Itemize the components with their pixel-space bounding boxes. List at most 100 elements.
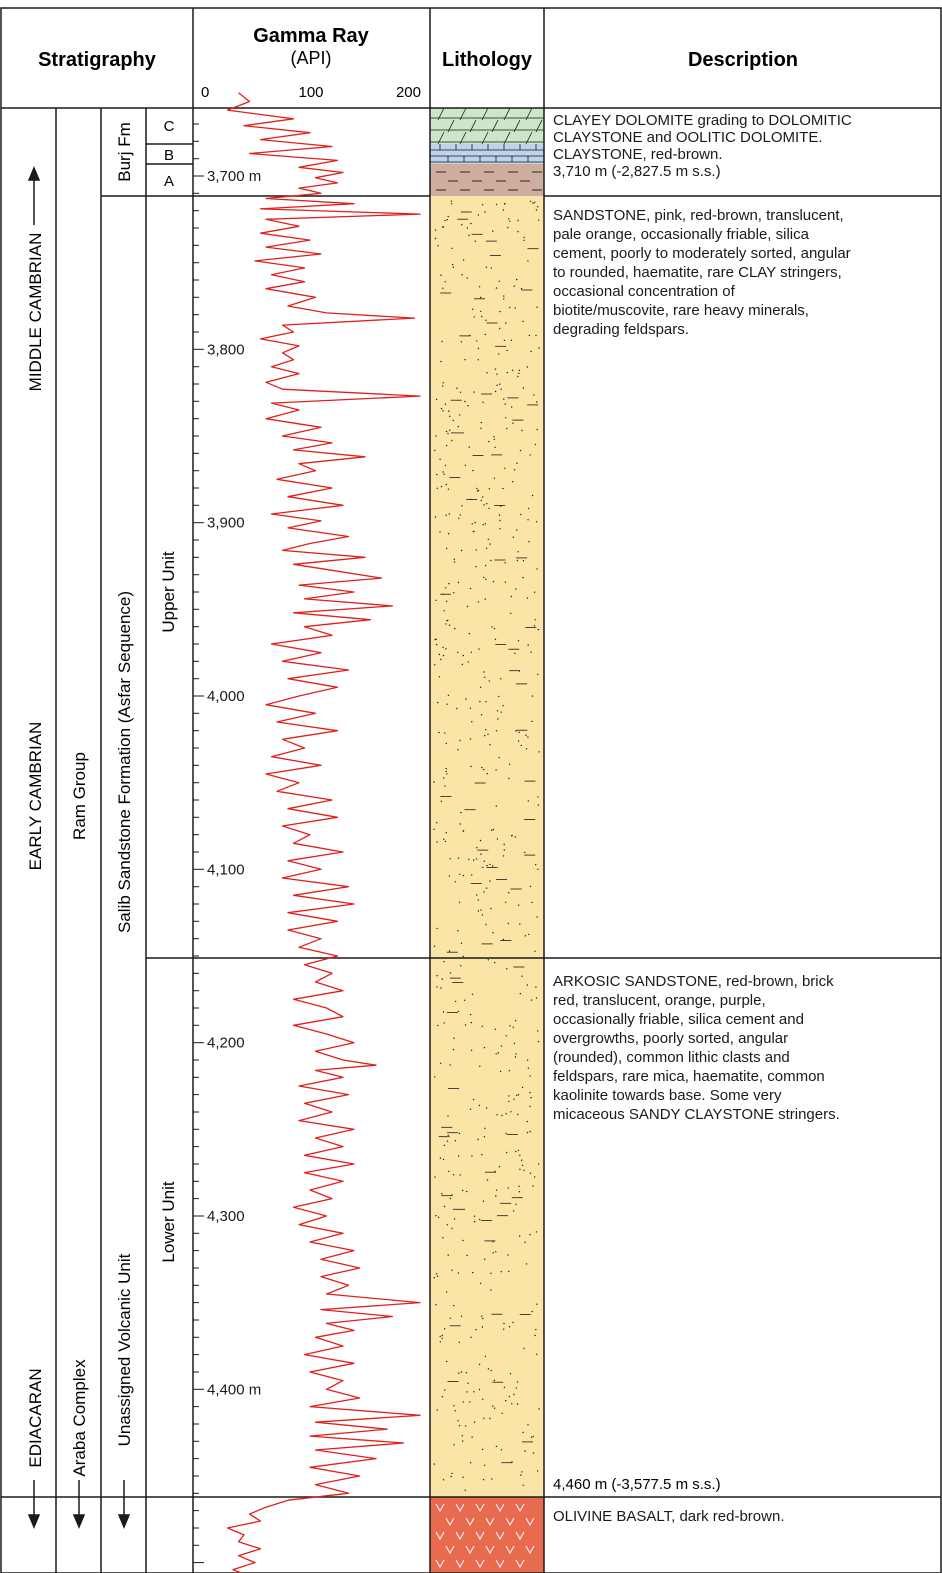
sand-grain [478, 1388, 481, 1391]
depth-label: 4,300 [207, 1208, 245, 1225]
sand-grain [482, 496, 484, 498]
depth-label-bg [205, 339, 246, 357]
sand-grain [534, 1334, 536, 1337]
sand-grain [502, 487, 504, 490]
sand-grain [466, 605, 469, 608]
sand-grain [457, 651, 459, 654]
basalt-pattern [435, 1503, 535, 1569]
sand-grain [496, 384, 498, 386]
sand-grain [481, 1326, 484, 1328]
sand-grain [518, 369, 521, 371]
sand-grain [462, 432, 464, 434]
sand-grain [496, 710, 499, 712]
sand-grain [519, 449, 522, 452]
sand-grain [503, 1322, 505, 1325]
sand-grain [509, 1025, 511, 1027]
sand-grain [445, 514, 447, 516]
sand-grain [519, 1154, 521, 1157]
sand-grain [448, 624, 451, 626]
depth-label: 3,800 [207, 341, 245, 358]
gamma-tick-200: 200 [396, 84, 421, 101]
sand-grain [500, 388, 502, 390]
sand-grain [472, 1098, 475, 1101]
sand-grain [450, 200, 453, 202]
sand-grain [458, 1372, 460, 1374]
sand-grain [535, 521, 538, 523]
sand-grain [495, 1251, 497, 1253]
sand-grain [479, 700, 481, 703]
sand-grain [476, 487, 478, 490]
sand-grain [433, 1277, 435, 1279]
sand-grain [486, 1179, 489, 1181]
lower-description-line: (rounded), common lithic clasts and [553, 1049, 790, 1066]
sand-grain [441, 1337, 443, 1340]
dolomite-slant [491, 119, 499, 133]
sand-grain [441, 1396, 444, 1398]
sand-grain [507, 226, 509, 229]
sand-grain [504, 467, 506, 469]
sand-grain [536, 428, 538, 431]
sand-grain [442, 410, 444, 412]
sand-grain [537, 628, 540, 631]
sand-grain [490, 907, 492, 910]
sand-grain [435, 638, 437, 640]
sand-grain [451, 247, 453, 249]
sand-grain [517, 551, 519, 553]
sand-grain [503, 843, 505, 846]
sand-grain [487, 733, 489, 735]
sand-grain [452, 264, 454, 266]
sand-grain [484, 735, 486, 737]
sand-grain [480, 499, 482, 502]
sand-grain [442, 471, 444, 473]
sand-grain [478, 286, 481, 288]
sand-grain [444, 840, 447, 843]
basalt-v-mark [515, 1531, 525, 1541]
sand-grain [526, 1120, 528, 1123]
sand-grain [470, 1336, 472, 1339]
sand-grain [462, 259, 465, 261]
sand-grain [500, 1449, 503, 1451]
sand-grain [511, 406, 513, 408]
basalt-v-mark [445, 1517, 455, 1527]
sand-grain [441, 978, 443, 980]
sand-grain [486, 503, 488, 505]
sand-grain [512, 481, 514, 483]
sand-grain [508, 892, 510, 894]
sand-grain [525, 1263, 528, 1265]
gamma-ray-header: Gamma Ray [253, 25, 369, 47]
sand-grain [470, 222, 472, 225]
sand-grain [495, 805, 497, 807]
sand-grain [482, 1200, 485, 1202]
sand-grain [483, 504, 485, 506]
sand-grain [495, 730, 498, 732]
sand-grain [485, 887, 488, 889]
sand-grain [484, 598, 486, 600]
sand-grain [490, 267, 492, 269]
sand-grain [480, 296, 482, 299]
sand-grain [476, 894, 478, 896]
sand-grain [504, 581, 507, 583]
sand-grain [479, 1282, 482, 1285]
sand-grain [441, 1334, 443, 1337]
sand-grain [458, 1425, 461, 1427]
sand-grain [530, 999, 533, 1001]
sand-grain [535, 986, 537, 988]
sand-grain [493, 627, 496, 630]
sand-grain [513, 1393, 515, 1396]
sand-grain [499, 1070, 502, 1073]
sand-grain [535, 997, 538, 999]
sand-grain [498, 756, 500, 759]
sand-grain [493, 477, 496, 479]
depth-label: 4,100 [207, 861, 245, 878]
sand-grain [470, 765, 472, 768]
sand-grain [529, 1075, 531, 1077]
sand-grain [481, 315, 483, 318]
sand-grain [457, 1272, 460, 1274]
sand-grain [515, 1203, 517, 1206]
sand-grain [537, 1041, 540, 1043]
sand-grain [517, 375, 519, 378]
sand-grain [444, 219, 446, 222]
upper-description-line: biotite/muscovite, rare heavy minerals, [553, 302, 809, 319]
sand-grain [457, 857, 460, 859]
basalt-v-mark [475, 1531, 485, 1541]
